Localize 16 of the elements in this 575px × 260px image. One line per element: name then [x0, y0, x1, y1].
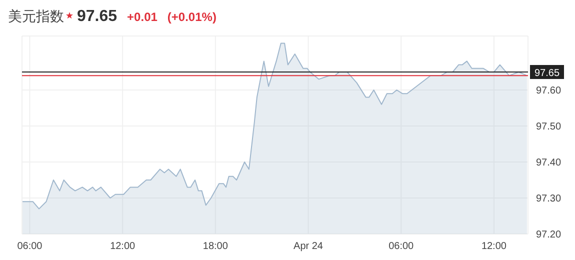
y-tick-label: 97.40	[536, 158, 562, 169]
x-tick-label: 06:00	[388, 241, 414, 252]
text: (+0.01%)	[167, 10, 216, 24]
y-tick-label: 97.30	[536, 194, 562, 205]
chart-subtitle: 97.65	[77, 8, 118, 26]
x-tick-label: 12:00	[481, 241, 507, 252]
x-tick-label: Apr 24	[294, 241, 324, 252]
y-tick-label: 97.20	[536, 230, 562, 241]
x-tick-label: 18:00	[202, 241, 228, 252]
x-tick-label: 12:00	[110, 241, 136, 252]
y-tick-label: 97.50	[536, 122, 562, 133]
y-tick-label: 97.60	[536, 86, 562, 97]
x-tick-label: 06:00	[17, 241, 43, 252]
ref-line-label: 97.65	[534, 68, 560, 79]
text: +0.01	[127, 10, 158, 24]
chart-title: 美元指数	[8, 8, 64, 26]
